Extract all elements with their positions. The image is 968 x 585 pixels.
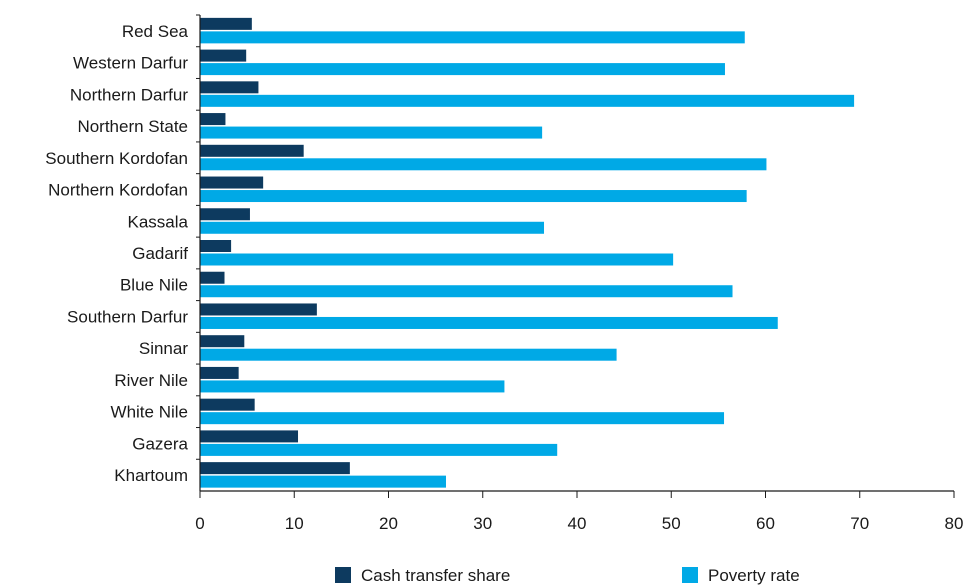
category-label: Blue Nile <box>120 276 188 295</box>
category-label: Northern Kordofan <box>48 181 188 200</box>
category-labels: Red Sea Western Darfur Northern Darfur Nort… <box>45 22 188 485</box>
legend-label-cash-transfer-share: Cash transfer share <box>361 566 510 585</box>
x-tick-label: 60 <box>756 514 775 533</box>
poverty-rate-bar-12 <box>200 412 725 425</box>
cash-transfer-bar-11 <box>200 366 239 379</box>
x-tick-label: 70 <box>850 514 869 533</box>
category-label: Southern Kordofan <box>45 149 188 168</box>
poverty-rate-bar-14 <box>200 475 446 488</box>
category-label: Gazera <box>132 434 188 453</box>
cash-transfer-bar-12 <box>200 398 255 411</box>
cash-transfer-bar-14 <box>200 462 350 475</box>
x-tick-label: 10 <box>285 514 304 533</box>
x-tick-label: 30 <box>473 514 492 533</box>
cash-transfer-bar-5 <box>200 176 264 189</box>
bars-group <box>200 17 855 488</box>
poverty-rate-bar-10 <box>200 348 617 361</box>
cash-transfer-bar-2 <box>200 81 259 94</box>
poverty-rate-bar-3 <box>200 126 543 139</box>
x-tick-label: 40 <box>568 514 587 533</box>
poverty-rate-bar-13 <box>200 443 558 456</box>
x-axis-ticks: 0 10 20 30 40 50 60 70 80 <box>195 491 963 533</box>
cash-transfer-bar-7 <box>200 240 232 252</box>
cash-transfer-bar-6 <box>200 208 250 221</box>
cash-transfer-bar-9 <box>200 303 317 316</box>
category-label: Kassala <box>128 212 189 231</box>
category-label: Northern State <box>77 117 188 136</box>
poverty-rate-bar-7 <box>200 253 674 266</box>
legend-label-poverty-rate: Poverty rate <box>708 566 800 585</box>
cash-transfer-bar-8 <box>200 271 225 284</box>
category-label: Western Darfur <box>73 54 188 73</box>
x-tick-label: 0 <box>195 514 204 533</box>
cash-transfer-bar-3 <box>200 113 226 126</box>
poverty-rate-bar-11 <box>200 380 505 393</box>
category-label: Gadarif <box>132 244 188 263</box>
poverty-rate-bar-5 <box>200 190 747 203</box>
y-axis-ticks <box>196 14 200 460</box>
x-tick-label: 50 <box>662 514 681 533</box>
cash-transfer-bar-1 <box>200 49 247 62</box>
legend-swatch-poverty-rate <box>682 567 698 583</box>
poverty-rate-bar-2 <box>200 94 855 107</box>
category-label: White Nile <box>111 403 188 422</box>
category-label: River Nile <box>114 371 188 390</box>
category-label: Red Sea <box>122 22 189 41</box>
cash-transfer-bar-13 <box>200 430 299 443</box>
poverty-rate-bar-6 <box>200 221 545 234</box>
x-tick-label: 20 <box>379 514 398 533</box>
category-label: Southern Darfur <box>67 307 188 326</box>
category-label: Khartoum <box>114 466 188 485</box>
cash-transfer-bar-0 <box>200 17 252 30</box>
legend-swatch-cash-transfer-share <box>335 567 351 583</box>
x-tick-label: 80 <box>945 514 964 533</box>
category-label: Sinnar <box>139 339 188 358</box>
category-label: Northern Darfur <box>70 85 188 104</box>
poverty-rate-bar-4 <box>200 158 767 171</box>
legend: Cash transfer share Poverty rate <box>335 566 800 585</box>
cash-transfer-bar-10 <box>200 335 245 348</box>
poverty-rate-bar-9 <box>200 316 778 329</box>
poverty-rate-bar-1 <box>200 63 725 76</box>
poverty-rate-bar-0 <box>200 31 745 44</box>
poverty-rate-bar-8 <box>200 285 733 298</box>
cash-transfer-bar-4 <box>200 144 304 157</box>
